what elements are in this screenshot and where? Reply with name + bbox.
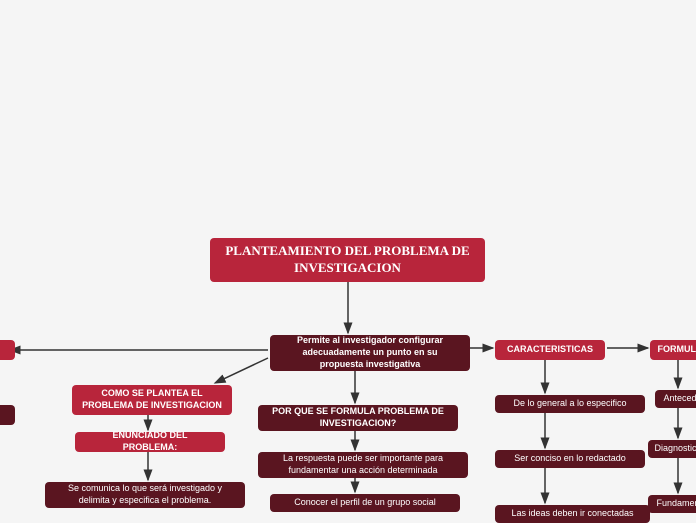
node-caracteristicas: CARACTERISTICAS [495,340,605,360]
node-ideas: Las ideas deben ir conectadas [495,505,650,523]
node-permite: Permite al investigador configurar adecu… [270,335,470,371]
node-leftedge2 [0,405,15,425]
node-formula: FORMULA [650,340,696,360]
node-perfil: Conocer el perfil de un grupo social [270,494,460,512]
node-fundamen: Fundamen [648,495,696,513]
node-comunica: Se comunica lo que será investigado y de… [45,482,245,508]
node-porque: POR QUE SE FORMULA PROBLEMA DE INVESTIGA… [258,405,458,431]
node-antecede: Antecede [655,390,696,408]
node-conciso: Ser conciso en lo redactado [495,450,645,468]
node-enunciado: ENUNCIADO DEL PROBLEMA: [75,432,225,452]
node-respuesta: La respuesta puede ser importante para f… [258,452,468,478]
node-general: De lo general a lo especifico [495,395,645,413]
node-root: PLANTEAMIENTO DEL PROBLEMA DE INVESTIGAC… [210,238,485,282]
node-diagnostico: Diagnostico [648,440,696,458]
node-como: COMO SE PLANTEA EL PROBLEMA DE INVESTIGA… [72,385,232,415]
node-leftedge1 [0,340,15,360]
arrow-3 [215,358,268,383]
